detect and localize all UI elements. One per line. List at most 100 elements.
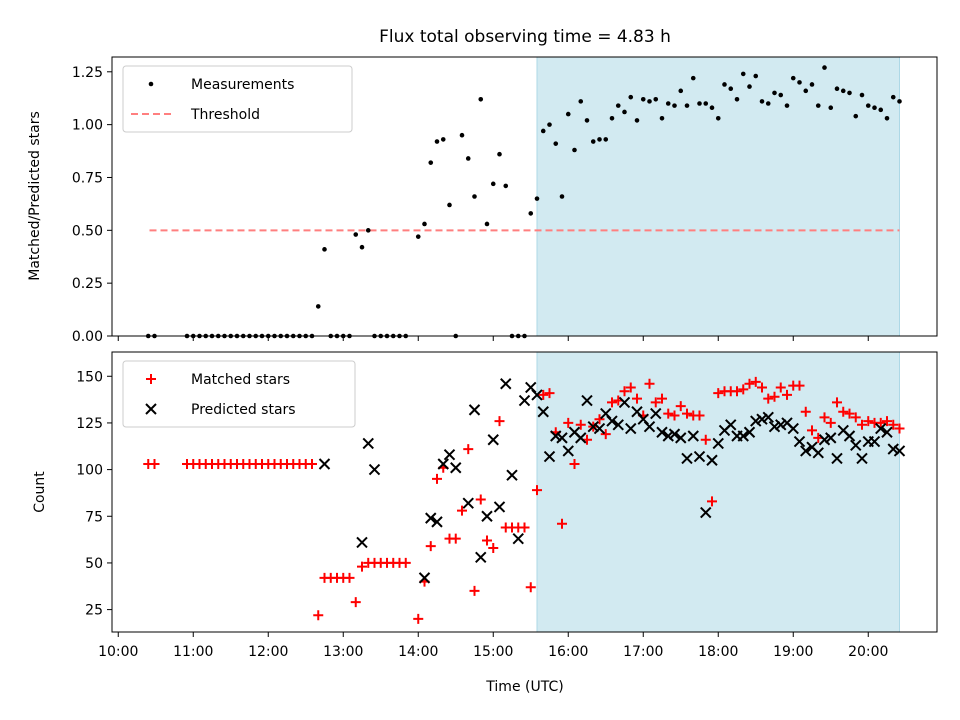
plot-frame: [111, 351, 938, 633]
data-point: [344, 572, 355, 583]
data-point: [149, 459, 160, 469]
y-tick-label: 150: [76, 369, 103, 385]
data-point: [750, 376, 761, 387]
data-point: [313, 610, 324, 621]
data-point: [356, 536, 368, 549]
data-point: [865, 103, 871, 108]
data-point: [809, 82, 815, 87]
data-point: [853, 113, 859, 119]
data-point: [540, 128, 546, 134]
data-point: [622, 109, 627, 115]
data-point: [822, 65, 827, 70]
data-point: [684, 103, 690, 108]
data-point: [759, 99, 765, 104]
data-point: [715, 115, 721, 121]
data-point: [643, 420, 656, 433]
data-point: [878, 107, 884, 113]
data-point: [657, 393, 667, 404]
data-point: [500, 378, 512, 390]
data-point: [800, 406, 811, 417]
data-point: [315, 304, 321, 309]
data-point: [859, 92, 865, 98]
data-point: [744, 378, 755, 389]
data-point: [672, 103, 677, 108]
plot-frame: [111, 56, 938, 337]
data-point: [793, 435, 806, 448]
data-point: [722, 82, 727, 87]
data-point: [675, 401, 686, 412]
data-point: [850, 412, 861, 423]
data-point: [653, 96, 659, 102]
data-point: [553, 141, 559, 146]
data-point: [512, 532, 524, 545]
top-y-axis-label: Matched/Predicted stars: [27, 111, 43, 281]
data-point: [562, 445, 574, 457]
data-point: [850, 439, 862, 452]
data-point: [775, 382, 786, 393]
data-point: [432, 473, 442, 484]
data-point: [828, 105, 834, 111]
data-point: [550, 430, 562, 442]
top-panel: 0.00 0.25 0.50 0.75 1.00 1.25 Measurements Thre…: [72, 56, 938, 345]
data-point: [359, 244, 365, 250]
data-point: [628, 94, 634, 100]
data-point: [762, 411, 774, 424]
data-point: [740, 71, 746, 77]
data-point: [769, 391, 780, 402]
data-point: [447, 202, 452, 208]
data-point: [493, 501, 506, 513]
data-point: [663, 408, 674, 419]
data-point: [607, 397, 617, 408]
data-point: [763, 393, 774, 404]
data-point: [765, 101, 771, 106]
data-point: [778, 92, 784, 98]
data-point: [782, 389, 792, 400]
data-point: [443, 448, 456, 461]
data-point: [700, 434, 711, 445]
legend-label: Threshold: [190, 107, 260, 123]
legend-marker: [146, 374, 156, 384]
x-tick-label: 14:00: [398, 644, 438, 660]
data-point: [797, 80, 802, 85]
data-point: [440, 137, 446, 142]
data-point: [600, 429, 611, 440]
data-point: [863, 416, 874, 427]
data-point: [572, 147, 577, 153]
data-point: [494, 416, 505, 427]
legend-label: Measurements: [191, 77, 294, 93]
legend-box: [122, 65, 353, 133]
y-tick-label: 0.00: [72, 329, 103, 345]
data-point: [669, 410, 680, 421]
data-point: [893, 445, 906, 457]
data-point: [875, 417, 886, 428]
data-point: [612, 419, 624, 431]
x-tick-label: 13:00: [323, 644, 363, 660]
data-point: [890, 94, 896, 100]
data-point: [634, 118, 640, 123]
x-tick-label: 17:00: [623, 644, 663, 660]
data-point: [490, 181, 496, 187]
data-point: [565, 111, 571, 117]
data-point: [884, 115, 890, 121]
data-point: [693, 450, 706, 463]
data-point: [875, 422, 887, 435]
data-point: [587, 420, 599, 433]
data-point: [832, 397, 842, 408]
data-point: [743, 426, 756, 438]
data-point: [462, 497, 474, 509]
data-point: [538, 389, 549, 400]
data-point: [709, 105, 715, 111]
data-point: [593, 422, 606, 435]
data-point: [487, 434, 499, 446]
bottom-y-axis-label: Count: [32, 471, 48, 513]
y-tick-label: 25: [85, 603, 103, 619]
data-point: [484, 221, 490, 227]
data-point: [425, 541, 436, 552]
data-point: [834, 86, 840, 92]
data-point: [457, 505, 467, 516]
data-point: [619, 386, 630, 397]
data-point: [897, 99, 902, 104]
y-tick-label: 50: [85, 556, 103, 572]
data-point: [556, 432, 568, 444]
